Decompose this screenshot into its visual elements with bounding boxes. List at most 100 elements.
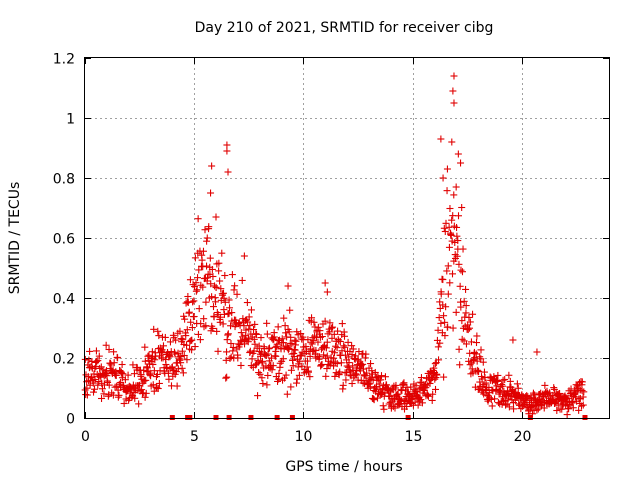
data-point [453, 252, 461, 260]
data-point [580, 388, 588, 396]
data-point [448, 138, 456, 146]
data-point [458, 268, 466, 276]
data-point [195, 266, 203, 274]
data-point [154, 327, 162, 335]
data-point [500, 397, 508, 405]
data-point [144, 364, 152, 372]
data-point [105, 381, 113, 389]
data-point [110, 348, 118, 356]
data-point [171, 350, 179, 358]
data-point [514, 384, 522, 392]
data-point [569, 404, 577, 412]
data-point [246, 349, 254, 357]
data-point [259, 380, 267, 388]
data-point [447, 230, 455, 238]
x-tick-label: 10 [295, 429, 313, 445]
data-point [208, 293, 216, 301]
time-markers [169, 415, 588, 420]
data-point [183, 326, 191, 334]
data-point [100, 390, 108, 398]
data-point [454, 237, 462, 245]
y-tick-label: 0.4 [53, 292, 75, 308]
data-point [362, 350, 370, 358]
data-point [90, 388, 98, 396]
data-point [469, 310, 477, 318]
data-point [568, 399, 576, 407]
data-point [211, 282, 219, 290]
x-tick-label: 20 [514, 429, 532, 445]
data-point [188, 346, 196, 354]
data-point [142, 389, 150, 397]
data-point [155, 332, 163, 340]
data-point [257, 334, 265, 342]
data-point [455, 345, 463, 353]
data-point [130, 370, 138, 378]
data-point [220, 294, 228, 302]
data-point [147, 372, 155, 380]
data-point [210, 313, 218, 321]
data-point [436, 339, 444, 347]
data-point [206, 254, 214, 262]
data-point [329, 323, 337, 331]
data-point [266, 344, 274, 352]
data-point [86, 347, 94, 355]
data-point [292, 337, 300, 345]
data-point [237, 329, 245, 337]
data-point [371, 384, 379, 392]
data-point [190, 313, 198, 321]
data-point [144, 352, 152, 360]
data-point [105, 345, 113, 353]
data-point [196, 336, 204, 344]
data-point [394, 390, 402, 398]
data-point [256, 370, 264, 378]
data-point [262, 352, 270, 360]
data-point [265, 345, 273, 353]
data-point [223, 348, 231, 356]
data-point [417, 396, 425, 404]
data-point [444, 262, 452, 270]
data-point [429, 390, 437, 398]
data-point [224, 330, 232, 338]
data-point [102, 341, 110, 349]
data-point [389, 403, 397, 411]
data-point [339, 381, 347, 389]
data-point [203, 234, 211, 242]
data-point [515, 401, 523, 409]
data-point [220, 310, 228, 318]
data-point [173, 382, 181, 390]
data-point [85, 364, 93, 372]
data-point [222, 356, 230, 364]
data-point [441, 332, 449, 340]
data-point [221, 272, 229, 280]
data-point [431, 375, 439, 383]
data-point [258, 374, 266, 382]
data-point [183, 356, 191, 364]
data-point [578, 378, 586, 386]
data-point [310, 318, 318, 326]
time-marker [248, 415, 254, 420]
data-point [107, 359, 115, 367]
data-point [247, 306, 255, 314]
data-point [453, 232, 461, 240]
data-point [192, 279, 200, 287]
data-point [150, 325, 158, 333]
data-point [306, 352, 314, 360]
time-marker [274, 415, 280, 420]
data-point [558, 405, 566, 413]
data-point [426, 379, 434, 387]
data-point [336, 338, 344, 346]
data-point [279, 355, 287, 363]
data-point [380, 405, 388, 413]
data-point [330, 349, 338, 357]
data-point [331, 372, 339, 380]
data-point [479, 358, 487, 366]
data-point [254, 358, 262, 366]
data-point [141, 357, 149, 365]
data-point [450, 191, 458, 199]
data-point [168, 363, 176, 371]
data-point [182, 332, 190, 340]
data-point [371, 368, 379, 376]
data-point [188, 336, 196, 344]
data-point [267, 354, 275, 362]
data-point [137, 371, 145, 379]
